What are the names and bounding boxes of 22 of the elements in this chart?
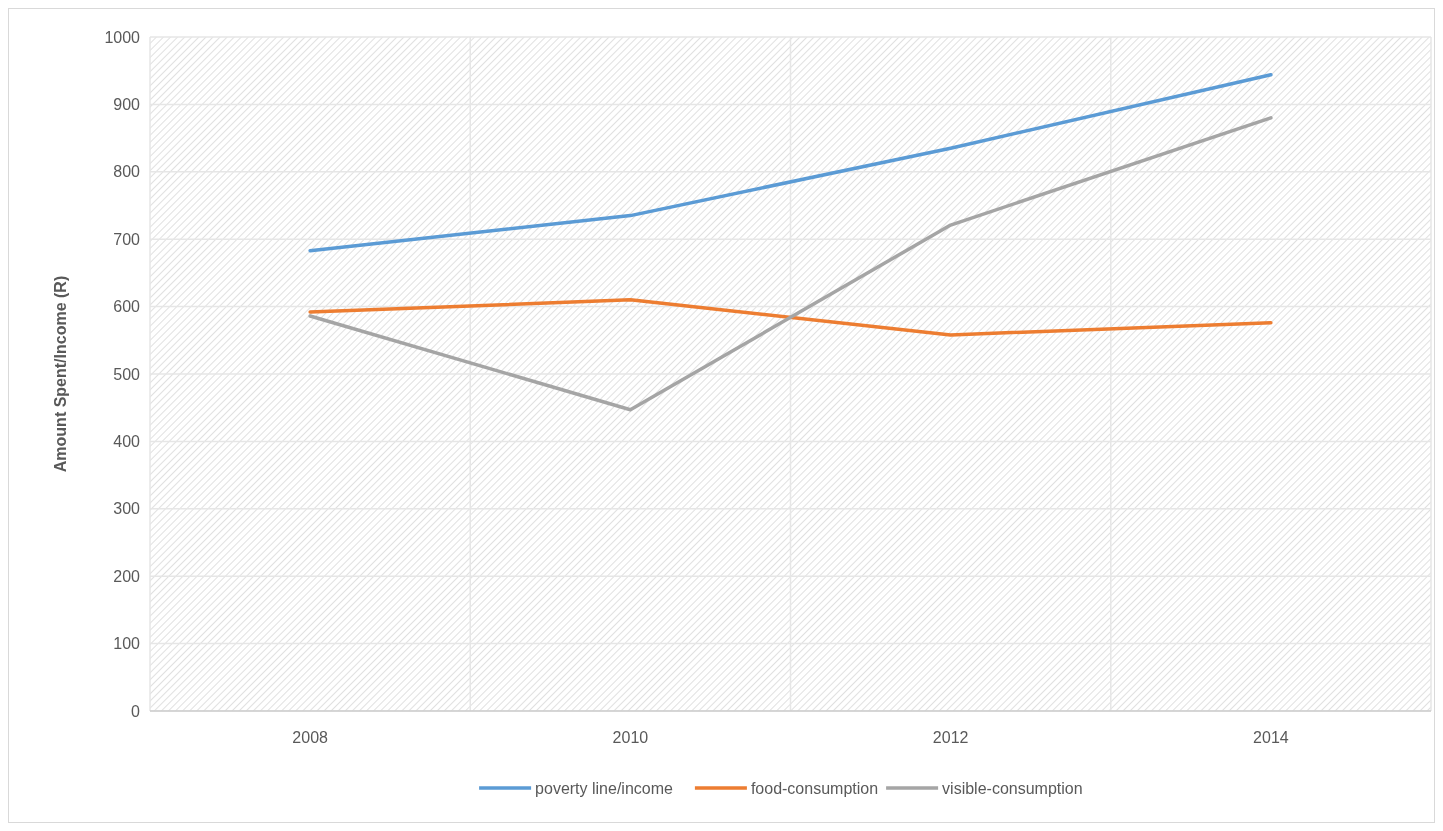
line-series <box>308 72 1273 253</box>
y-tick-label: 700 <box>113 230 141 248</box>
y-tick-label: 600 <box>113 298 141 316</box>
x-tick-label: 2008 <box>292 729 329 746</box>
y-tick-label: 400 <box>113 433 141 450</box>
y-tick-label: 100 <box>113 635 141 653</box>
line-series <box>308 298 1273 337</box>
legend-label: poverty line/income <box>535 779 674 797</box>
x-tick-label: 2012 <box>932 729 969 746</box>
y-tick-label: 500 <box>113 365 141 383</box>
y-tick-label: 300 <box>113 500 141 518</box>
legend-label: visible-consumption <box>942 779 1083 797</box>
y-axis-title: Amount Spent/Income (R) <box>52 275 69 473</box>
x-tick-label: 2014 <box>1253 729 1289 746</box>
x-tick-label: 2010 <box>612 729 649 746</box>
y-tick-label: 800 <box>113 163 141 181</box>
y-tick-label: 900 <box>113 96 141 113</box>
line-series <box>308 116 1273 412</box>
y-tick-label: 200 <box>113 567 141 585</box>
y-tick-label: 0 <box>131 702 141 720</box>
y-tick-label: 1000 <box>104 28 141 46</box>
legend-label: food-consumption <box>750 779 879 797</box>
